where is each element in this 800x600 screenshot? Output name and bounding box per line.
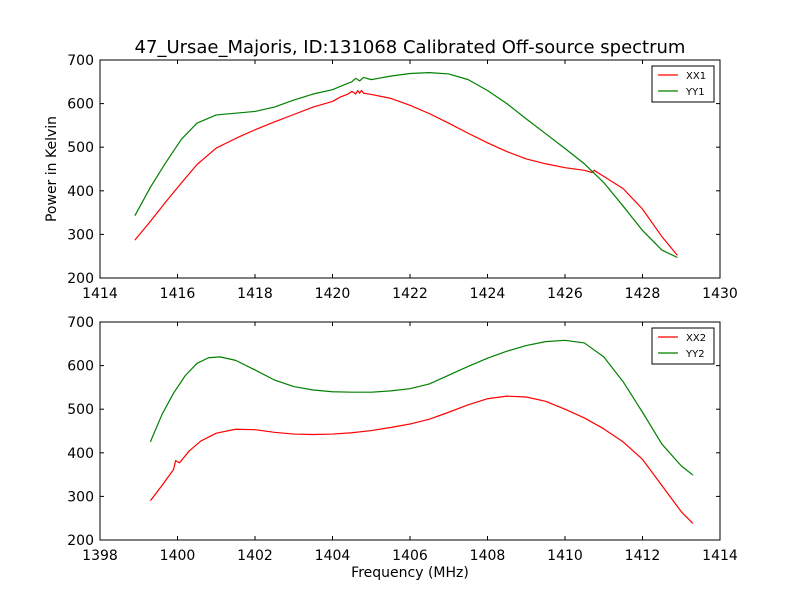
x-tick-label: 1412 — [625, 548, 661, 564]
x-tick-label: 1424 — [470, 286, 506, 302]
x-tick-label: 1414 — [702, 548, 738, 564]
x-tick-label: 1428 — [625, 286, 661, 302]
x-tick-label: 1418 — [237, 286, 273, 302]
chart-2: 1398 1400 1402 1404 1406 1408 1410 1412 1414 200 3… — [67, 315, 738, 581]
y-tick-label: 700 — [67, 53, 94, 69]
legend-box — [651, 65, 715, 103]
legend-box — [651, 327, 715, 365]
x-tick-label: 1414 — [82, 286, 118, 302]
x-tick-label: 1416 — [160, 286, 196, 302]
y-tick-label: 600 — [67, 97, 94, 113]
x-tick-label: 1402 — [237, 548, 273, 564]
x-tick-label: 1404 — [315, 548, 351, 564]
axes-frame — [99, 321, 721, 541]
y-tick-label: 200 — [67, 271, 94, 287]
x-tick-label: 1430 — [702, 286, 738, 302]
legend-label-yy1: YY1 — [685, 87, 705, 98]
y-axis-label: Power in Kelvin — [44, 116, 60, 222]
series-line-xx2 — [149, 395, 694, 524]
x-tick-label: 1408 — [470, 548, 506, 564]
chart-1: 1414 1416 1418 1420 1422 1424 1426 1428 1430 200 3… — [44, 37, 738, 302]
y-tick-label: 400 — [67, 184, 94, 200]
legend-label-xx2: XX2 — [686, 333, 706, 344]
series-line-xx1 — [134, 89, 678, 256]
y-tick-label: 500 — [67, 140, 94, 156]
series-line-yy1 — [134, 72, 678, 259]
series-line-yy2 — [149, 339, 694, 476]
y-tick-label: 400 — [67, 446, 94, 462]
chart-title: 47_Ursae_Majoris, ID:131068 Calibrated O… — [135, 37, 686, 58]
y-tick-label: 700 — [67, 315, 94, 331]
y-tick-label: 600 — [67, 359, 94, 375]
x-tick-label: 1426 — [547, 286, 583, 302]
x-axis-label: Frequency (MHz) — [351, 565, 469, 581]
x-tick-label: 1406 — [392, 548, 428, 564]
x-tick-label: 1398 — [82, 548, 118, 564]
x-tick-label: 1420 — [315, 286, 351, 302]
legend-label-yy2: YY2 — [685, 349, 705, 360]
y-tick-label: 200 — [67, 533, 94, 549]
legend-label-xx1: XX1 — [686, 71, 706, 82]
x-tick-label: 1410 — [547, 548, 583, 564]
y-tick-label: 500 — [67, 402, 94, 418]
x-tick-label: 1400 — [160, 548, 196, 564]
y-tick-label: 300 — [67, 227, 94, 243]
x-tick-label: 1422 — [392, 286, 428, 302]
y-tick-label: 300 — [67, 489, 94, 505]
